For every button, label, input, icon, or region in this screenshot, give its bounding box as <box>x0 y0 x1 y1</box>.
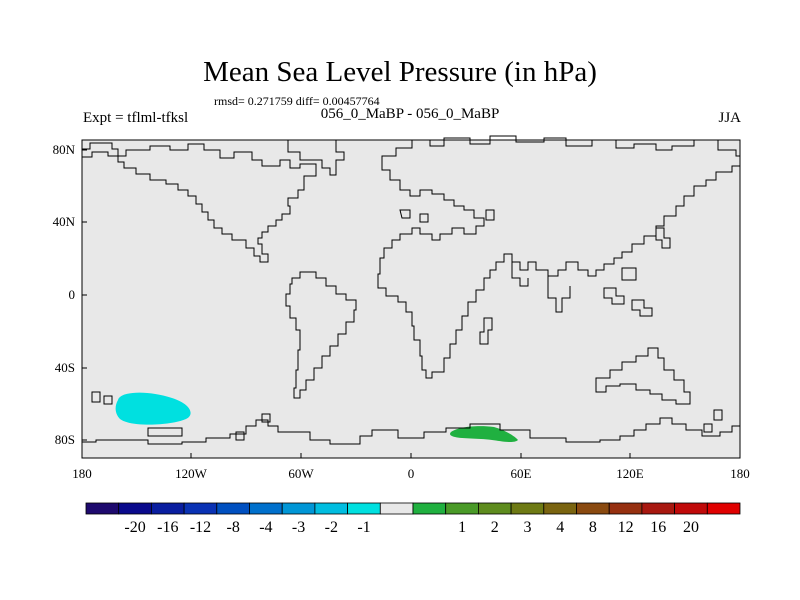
colorbar-swatch <box>477 502 512 515</box>
colorbar-swatch <box>183 502 218 515</box>
colorbar-swatch <box>543 502 577 515</box>
colorbar-label: -12 <box>189 519 212 536</box>
pacific-islands <box>91 391 183 437</box>
colorbar-label: 3 <box>523 519 532 536</box>
lat-label-0: 0 <box>68 287 76 302</box>
antarctica-coast <box>82 417 740 445</box>
south-america-coast <box>285 271 357 399</box>
colorbar-swatch <box>118 502 152 515</box>
lat-label-80n: 80N <box>52 142 75 157</box>
colorbar-label: 16 <box>650 519 667 536</box>
colorbar-swatch <box>674 502 708 515</box>
lat-label-40n: 40N <box>52 214 75 229</box>
arctic-coastline <box>82 142 119 158</box>
colorbar-label: 8 <box>588 519 597 536</box>
colorbar-swatch <box>85 502 120 515</box>
colorbar-label: -4 <box>259 519 273 536</box>
antarctic-peninsula <box>235 413 271 441</box>
map-background <box>81 139 741 459</box>
colorbar-swatch <box>249 502 283 515</box>
colorbar-label: 4 <box>556 519 565 536</box>
colorbar-label: -16 <box>157 519 179 536</box>
north-america-coast <box>117 143 317 263</box>
experiment-label: Expt = tflml-tfksl <box>83 110 189 126</box>
map-axes <box>81 149 741 458</box>
lat-label-40s: 40S <box>54 360 75 375</box>
arabia-india-coast <box>511 262 571 313</box>
colorbar-label: 2 <box>490 519 499 536</box>
lat-label-80s: 80S <box>54 432 75 447</box>
australia-coast <box>595 347 691 405</box>
madagascar-coast <box>479 317 493 345</box>
colorbar <box>85 502 741 515</box>
colorbar-label: -2 <box>324 519 338 536</box>
rmsd-stats: rmsd= 0.271759 diff= 0.00457764 <box>214 94 380 108</box>
colorbar-label: 1 <box>458 519 467 536</box>
colorbar-swatch <box>510 502 545 515</box>
colorbar-swatch <box>576 502 610 515</box>
colorbar-swatch <box>445 502 479 515</box>
map-title: Mean Sea Level Pressure (in hPa) <box>203 56 597 88</box>
southeast-asia-islands <box>603 267 653 317</box>
colorbar-label: -20 <box>124 519 146 536</box>
new-zealand-coast <box>703 409 723 433</box>
colorbar-label: -3 <box>291 519 306 536</box>
colorbar-label: -8 <box>226 519 240 536</box>
colorbar-label: 20 <box>683 519 699 536</box>
colorbar-swatch <box>641 502 676 515</box>
lon-label-180-west: 180 <box>72 466 92 481</box>
colorbar-swatch <box>150 502 185 515</box>
colorbar-swatch <box>216 502 250 515</box>
colorbar-swatch <box>412 502 447 515</box>
colorbar-swatch <box>314 502 348 515</box>
colorbar-label: -1 <box>357 519 371 536</box>
colorbar-swatch <box>281 502 316 515</box>
coastlines <box>82 135 741 445</box>
south-pacific-negative-anomaly <box>115 392 191 425</box>
greenland-coast <box>287 140 345 176</box>
europe-inner-coast <box>399 209 495 223</box>
lon-label-60e: 60E <box>510 466 532 481</box>
colorbar-swatch <box>347 502 381 515</box>
lon-label-180-east: 180 <box>730 466 750 481</box>
lon-label-120w: 120W <box>175 466 207 481</box>
lon-label-0: 0 <box>407 466 415 481</box>
colorbar-swatch <box>608 502 643 515</box>
japan-coast <box>655 227 671 249</box>
lon-label-60w: 60W <box>288 466 314 481</box>
colorbar-swatch <box>706 502 741 515</box>
colorbar-label: 12 <box>617 519 634 536</box>
season-label: JJA <box>718 110 741 126</box>
colorbar-swatch <box>379 502 414 515</box>
lon-label-120e: 120E <box>616 466 644 481</box>
experiment-subtitle: 056_0_MaBP - 056_0_MaBP <box>320 106 500 122</box>
eurasia-africa-coast <box>377 135 741 379</box>
